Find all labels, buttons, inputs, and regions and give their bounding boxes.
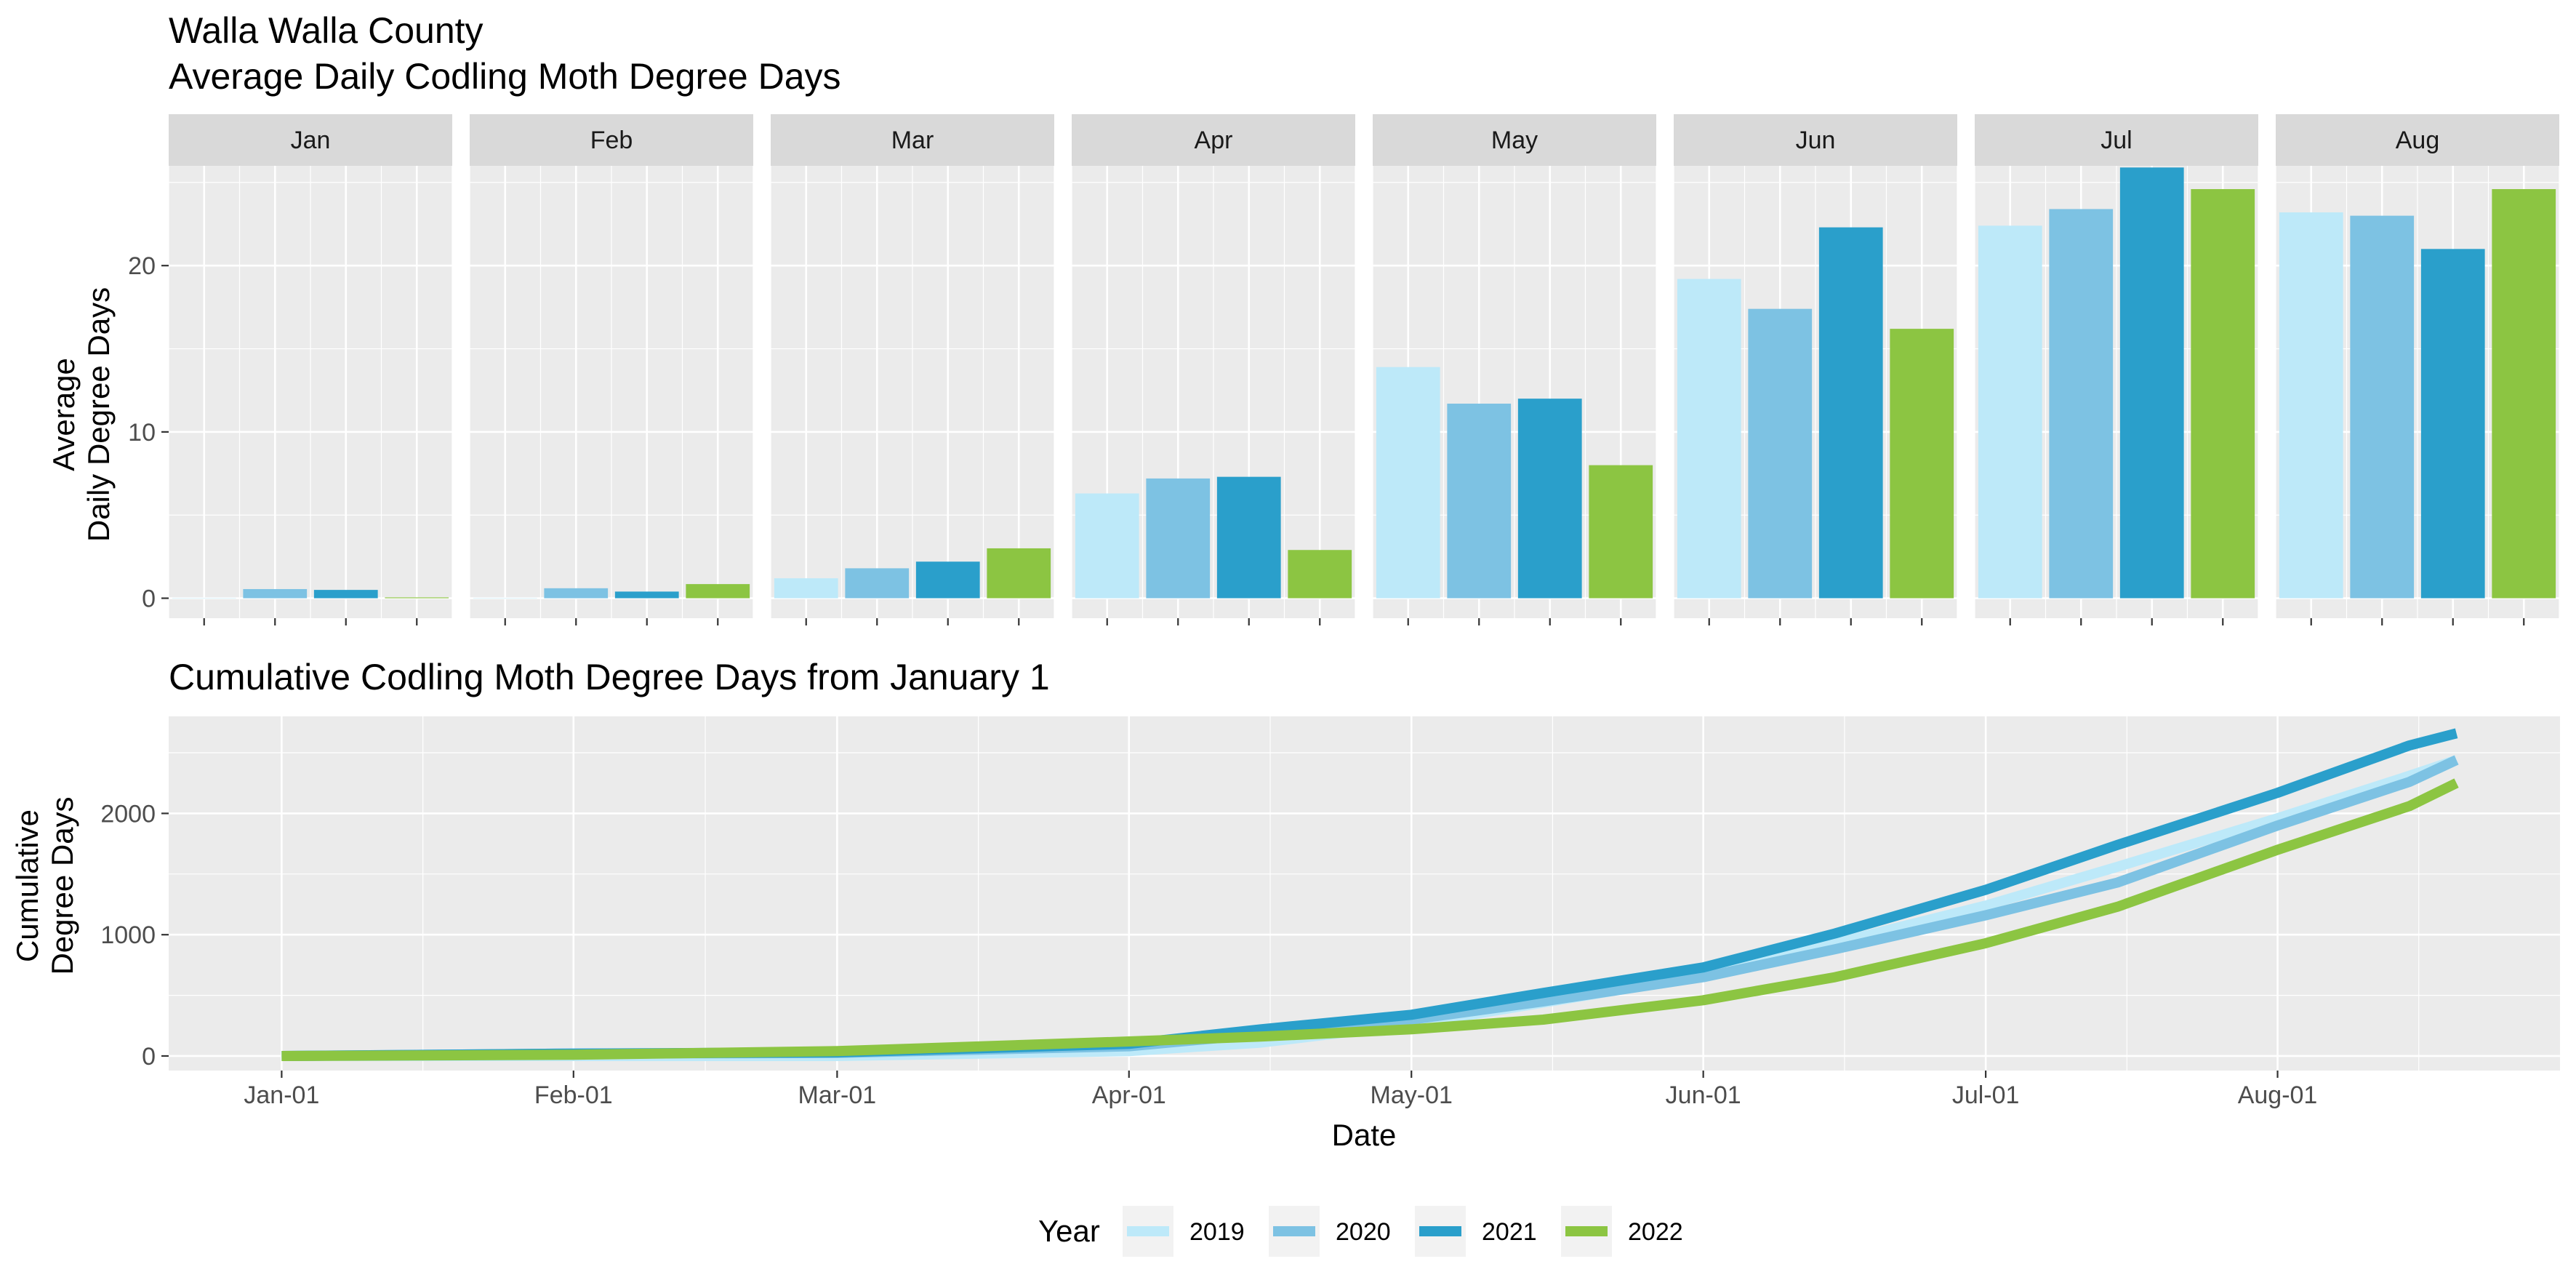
facet-strip [771, 114, 1054, 166]
facet-strip-label: Jul [2100, 127, 2132, 154]
facet-jul: Jul [1974, 114, 2259, 625]
bar-aug-2020 [2350, 215, 2415, 599]
line-x-axis-title: Date [1332, 1118, 1397, 1152]
facet-strip-label: Jun [1796, 127, 1836, 154]
chart-title-line2: Average Daily Codling Moth Degree Days [169, 56, 841, 97]
legend-item-2019: 2019 [1123, 1206, 1245, 1257]
bar-aug-2022 [2492, 189, 2556, 599]
bar-apr-2022 [1288, 550, 1352, 599]
line-x-tick-label: Feb-01 [534, 1081, 613, 1109]
chart-title-line1: Walla Walla County [169, 10, 483, 51]
facet-jun: Jun [1673, 114, 1958, 625]
legend-title: Year [1038, 1214, 1100, 1248]
facet-strip [169, 114, 452, 166]
legend: Year 2019 2020 2021 2022 [1038, 1206, 1683, 1257]
bar-mar-2019 [774, 578, 838, 599]
bar-feb-2022 [686, 584, 750, 599]
line-x-tick-label: May-01 [1371, 1081, 1453, 1109]
bar-may-2019 [1376, 367, 1440, 599]
facet-strip-label: May [1491, 127, 1538, 154]
legend-item-2020: 2020 [1269, 1206, 1391, 1257]
facet-jan: Jan [168, 114, 453, 625]
bar-y-tick-label: 20 [128, 252, 156, 280]
line-x-tick-label: Jul-01 [1952, 1081, 2020, 1109]
line-y-axis-title-line1: Cumulative [10, 809, 44, 962]
legend-item-2022: 2022 [1561, 1206, 1683, 1257]
bar-may-2020 [1447, 404, 1512, 599]
facet-mar: Mar [770, 114, 1055, 625]
bar-jul-2022 [2191, 189, 2255, 599]
facet-strip-label: Jan [291, 127, 331, 154]
bar-jul-2020 [2049, 209, 2114, 599]
facet-aug: Aug [2275, 114, 2560, 625]
facet-strip [1072, 114, 1355, 166]
bar-jun-2020 [1748, 308, 1813, 599]
bar-jul-2021 [2119, 167, 2184, 599]
bar-jan-2022 [385, 597, 449, 599]
bar-jul-2019 [1978, 225, 2042, 599]
facet-strip [1674, 114, 1957, 166]
bar-apr-2020 [1146, 478, 1211, 599]
facet-feb: Feb [469, 114, 754, 625]
facet-strip [470, 114, 753, 166]
line-x-tick-label: Jun-01 [1666, 1081, 1741, 1109]
facet-apr: Apr [1071, 114, 1356, 625]
bar-jun-2021 [1818, 227, 1883, 599]
bar-jan-2021 [313, 590, 378, 599]
bar-may-2021 [1517, 399, 1582, 599]
bar-aug-2019 [2279, 212, 2343, 599]
line-chart-title: Cumulative Codling Moth Degree Days from… [169, 657, 1050, 697]
bar-apr-2019 [1075, 493, 1139, 599]
bar-jun-2022 [1890, 329, 1954, 599]
facet-may: May [1372, 114, 1657, 625]
line-x-tick-label: Apr-01 [1092, 1081, 1166, 1109]
legend-label: 2019 [1189, 1218, 1245, 1246]
line-x-tick-label: Aug-01 [2238, 1081, 2318, 1109]
line-x-tick-label: Jan-01 [244, 1081, 319, 1109]
bar-mar-2022 [987, 548, 1051, 599]
bar-jan-2020 [243, 588, 308, 599]
line-y-tick-label: 2000 [100, 800, 156, 828]
legend-item-2021: 2021 [1415, 1206, 1537, 1257]
bar-apr-2021 [1216, 476, 1281, 599]
facet-strip-label: Feb [590, 127, 633, 154]
bar-mar-2021 [915, 561, 980, 599]
cumulative-line-panel: 0 1000 2000 Jan-01 Feb-01 Mar-01 Apr-01 May-01 J… [100, 716, 2560, 1109]
bar-y-axis-title-line1: Average [47, 358, 81, 471]
line-x-tick-label: Mar-01 [798, 1081, 877, 1109]
bar-feb-2020 [544, 588, 609, 599]
legend-label: 2020 [1336, 1218, 1391, 1246]
bar-jun-2019 [1677, 279, 1741, 599]
facet-strip [2276, 114, 2559, 166]
facet-strip-label: Aug [2396, 127, 2440, 154]
bar-mar-2020 [845, 568, 910, 599]
line-y-axis-title-line2: Degree Days [45, 796, 79, 975]
bar-may-2022 [1589, 465, 1653, 599]
line-y-tick-label: 0 [142, 1043, 156, 1071]
facet-strip-label: Mar [891, 127, 934, 154]
legend-label: 2022 [1628, 1218, 1683, 1246]
bar-y-tick-label: 10 [128, 419, 156, 447]
legend-label: 2021 [1482, 1218, 1537, 1246]
facet-strip [1373, 114, 1656, 166]
line-y-tick-label: 1000 [100, 921, 156, 949]
bar-feb-2021 [614, 591, 679, 599]
line-series-2022 [281, 778, 2459, 1061]
bar-aug-2021 [2420, 249, 2485, 599]
bar-y-tick-label: 0 [142, 585, 156, 613]
bar-facets: Jan Feb Mar Apr May Jun Jul Aug 0 10 20 [128, 114, 2560, 625]
facet-strip [1975, 114, 2258, 166]
bar-y-axis-title-line2: Daily Degree Days [81, 287, 116, 542]
facet-strip-label: Apr [1195, 127, 1233, 154]
